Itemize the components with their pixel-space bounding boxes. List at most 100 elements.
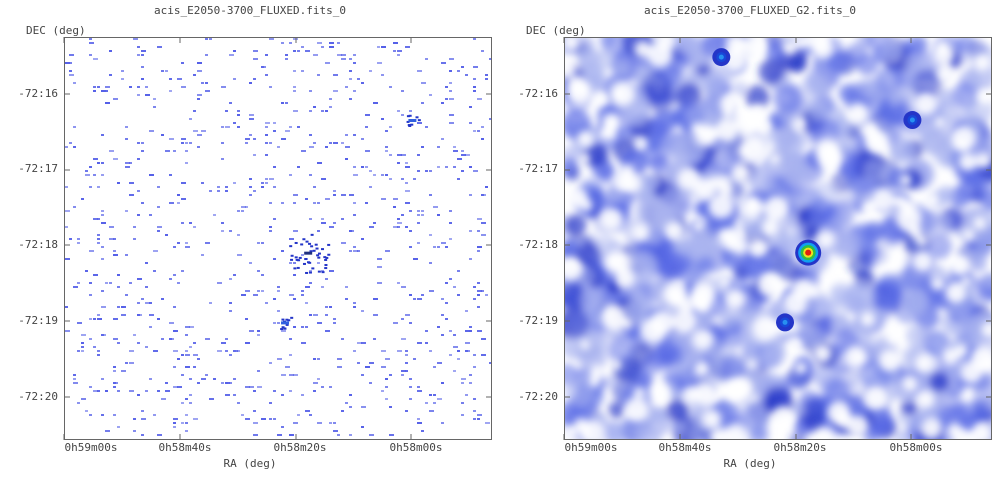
count-pixel: [193, 74, 196, 76]
count-pixel: [481, 222, 486, 224]
count-pixel: [437, 326, 440, 328]
smoothed-blob: [732, 81, 748, 97]
count-pixel: [341, 142, 344, 144]
count-pixel: [253, 154, 256, 156]
count-pixel: [301, 254, 304, 256]
count-pixel: [145, 302, 150, 304]
count-pixel: [181, 222, 184, 224]
count-pixel: [329, 386, 332, 388]
gap-blob: [750, 238, 768, 257]
count-pixel: [441, 298, 444, 300]
count-pixel: [309, 134, 312, 136]
count-pixel: [313, 106, 316, 108]
count-pixel: [293, 194, 298, 196]
count-pixel: [477, 250, 480, 252]
count-pixel: [117, 286, 120, 288]
count-pixel: [309, 174, 312, 176]
count-pixel: [101, 134, 104, 136]
source-count-pixel: [285, 318, 289, 321]
right-xtick-label: 0h58m40s: [658, 441, 712, 454]
count-pixel: [449, 222, 452, 224]
count-pixel: [137, 278, 142, 280]
count-pixel: [185, 150, 188, 152]
count-pixel: [141, 418, 146, 420]
count-pixel: [97, 354, 100, 356]
source-count-pixel: [325, 256, 329, 259]
count-pixel: [477, 330, 482, 332]
count-pixel: [353, 54, 356, 56]
count-pixel: [389, 178, 392, 180]
count-pixel: [381, 366, 386, 368]
count-pixel: [333, 142, 338, 144]
smoothed-blob: [798, 398, 828, 428]
smoothed-blob: [575, 242, 601, 269]
count-pixel: [65, 258, 70, 260]
gap-blob: [878, 349, 901, 372]
count-pixel: [329, 270, 334, 272]
count-pixel: [253, 390, 256, 392]
count-pixel: [293, 90, 296, 92]
count-pixel: [133, 418, 136, 420]
gap-blob: [816, 230, 836, 250]
count-pixel: [373, 298, 378, 300]
right-x-axis-label: RA (deg): [723, 457, 777, 470]
count-pixel: [101, 222, 106, 224]
gap-blob: [813, 344, 832, 363]
count-pixel: [213, 378, 216, 380]
count-pixel: [449, 98, 454, 100]
gap-blob: [652, 384, 671, 403]
smoothed-blob: [816, 316, 837, 336]
gap-blob: [663, 282, 686, 306]
count-pixel: [429, 290, 434, 292]
count-pixel: [285, 130, 290, 132]
count-pixel: [173, 418, 178, 420]
count-pixel: [265, 122, 270, 124]
gap-blob: [738, 145, 751, 158]
count-pixel: [93, 90, 96, 92]
count-pixel: [213, 214, 216, 216]
count-pixel: [237, 254, 242, 256]
count-pixel: [365, 202, 368, 204]
count-pixel: [309, 270, 312, 272]
count-pixel: [117, 342, 120, 344]
count-pixel: [265, 134, 268, 136]
count-pixel: [309, 314, 312, 316]
count-pixel: [149, 314, 154, 316]
count-pixel: [249, 82, 252, 84]
count-pixel: [97, 318, 102, 320]
gap-blob: [936, 64, 955, 83]
count-pixel: [329, 106, 332, 108]
count-pixel: [449, 82, 452, 84]
smoothed-blob: [608, 422, 633, 439]
count-pixel: [409, 386, 412, 388]
count-pixel: [309, 218, 312, 220]
count-pixel: [397, 50, 402, 52]
gap-blob: [761, 219, 779, 237]
source-count-pixel: [324, 258, 328, 261]
count-pixel: [333, 74, 338, 76]
count-pixel: [169, 202, 174, 204]
count-pixel: [249, 178, 252, 180]
count-pixel: [281, 374, 286, 376]
count-pixel: [477, 294, 480, 296]
count-pixel: [301, 326, 304, 328]
count-pixel: [229, 102, 232, 104]
count-pixel: [165, 382, 168, 384]
count-pixel: [489, 362, 491, 364]
right-image-frame[interactable]: [564, 37, 992, 440]
count-pixel: [129, 282, 132, 284]
count-pixel: [85, 270, 88, 272]
smoothed-blob: [675, 82, 702, 110]
smoothed-blob: [874, 66, 904, 95]
count-pixel: [289, 338, 292, 340]
count-pixel: [293, 202, 296, 204]
gap-blob: [746, 359, 757, 370]
count-pixel: [477, 130, 480, 132]
smoothed-blob: [674, 240, 689, 255]
count-pixel: [193, 342, 196, 344]
count-pixel: [181, 86, 186, 88]
source-count-pixel: [294, 241, 298, 244]
count-pixel: [149, 214, 152, 216]
left-image-frame[interactable]: [64, 37, 492, 440]
count-pixel: [321, 218, 324, 220]
